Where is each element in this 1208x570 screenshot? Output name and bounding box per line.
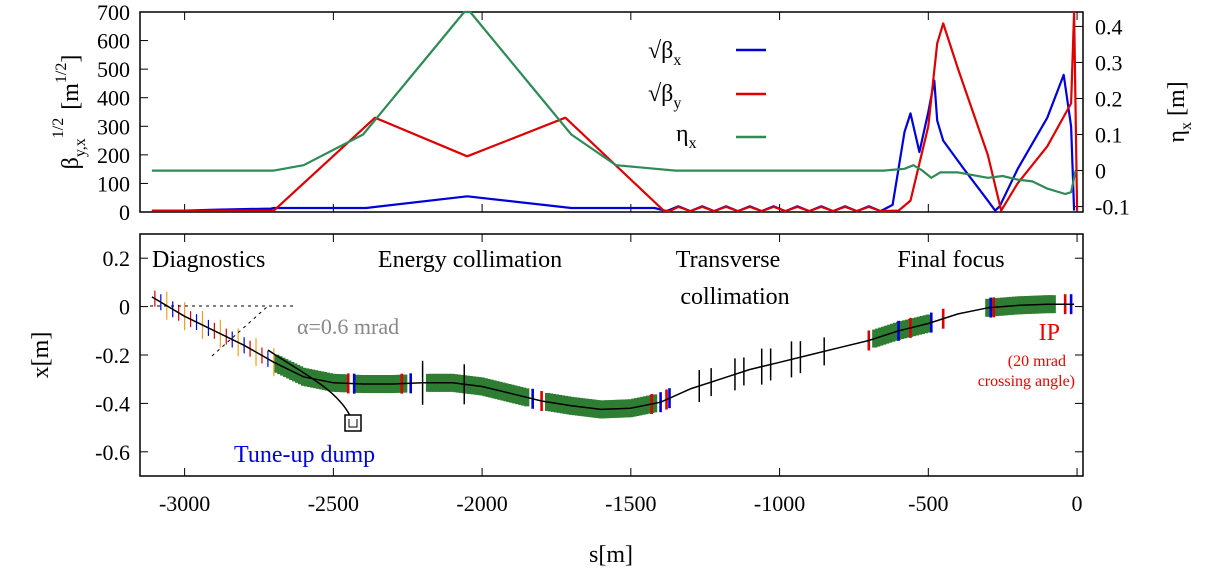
tick-label: 700 [97, 0, 130, 25]
dump-line [267, 349, 353, 421]
tick-label: 0 [119, 200, 130, 225]
tick-label: -0.4 [95, 391, 130, 416]
tick-label: -500 [908, 491, 948, 516]
top-x-ticks [184, 12, 1078, 212]
orbit-series [151, 296, 1075, 411]
ip-label: IP [1039, 320, 1060, 346]
legend-label-betay: √βy [648, 81, 681, 112]
angle-annotation: α=0.6 mrad [150, 305, 399, 357]
beamline-elements [154, 290, 1073, 419]
legend: √βx √βy ηx [648, 38, 766, 152]
tick-label: 100 [97, 171, 130, 196]
eta-x-line [151, 10, 1077, 196]
tick-label: -1500 [605, 491, 656, 516]
tick-label: -3000 [159, 491, 210, 516]
bottom-ylabel: x[m] [28, 332, 54, 379]
tick-label: 400 [97, 86, 130, 111]
ip-note-line1: (20 mrad [1008, 353, 1066, 370]
tick-label: -1000 [754, 491, 805, 516]
dump-label: Tune-up dump [234, 442, 375, 468]
tick-label: 200 [97, 143, 130, 168]
tick-label: 0 [1095, 159, 1106, 184]
top-plot-frame [139, 11, 1084, 213]
tick-label: 0 [119, 295, 130, 320]
tick-label: 0.2 [1095, 86, 1123, 111]
tick-label: 0.3 [1095, 50, 1123, 75]
beta-y-line [151, 10, 1079, 213]
tick-label: 300 [97, 114, 130, 139]
angle-label: α=0.6 mrad [297, 314, 399, 339]
bottom-y-ticks: 0.2 0 -0.2 -0.4 -0.6 [95, 246, 1083, 465]
section-collimation: collimation [680, 284, 789, 310]
dump-icon-inner [348, 419, 358, 428]
tick-label: -2000 [456, 491, 507, 516]
tick-label: -0.6 [95, 440, 130, 465]
top-right-ticks: -0.1 0 0.1 0.2 0.3 0.4 [1075, 14, 1130, 220]
section-final-focus: Final focus [897, 247, 1004, 273]
orbit-line [151, 296, 1075, 411]
beta-x-line [151, 73, 1076, 213]
ip-note-line2: crossing angle) [978, 373, 1075, 390]
tick-label: 0.4 [1095, 14, 1123, 39]
section-energy-collimation: Energy collimation [378, 247, 562, 273]
tick-label: 500 [97, 57, 130, 82]
optics-series [151, 10, 1079, 213]
top-ylabel: βy,x1/2[m1/2] [50, 55, 89, 170]
tick-label: 0.2 [103, 246, 131, 271]
tick-label: -0.1 [1095, 195, 1130, 220]
orbit-panel: 0.2 0 -0.2 -0.4 -0.6 -3000 -2500 -2000 -1500 -10… [28, 233, 1084, 568]
tick-label: 0 [1072, 491, 1083, 516]
tick-label: -2500 [308, 491, 359, 516]
tick-label: 600 [97, 29, 130, 54]
section-transverse: Transverse [676, 247, 780, 273]
tune-up-dump: Tune-up dump [234, 349, 375, 468]
tick-label: -0.2 [95, 343, 130, 368]
angle-ray-line [211, 305, 269, 357]
bottom-x-ticks: -3000 -2500 -2000 -1500 -1000 -500 0 [159, 234, 1083, 516]
top-left-ticks: 0 100 200 300 400 500 600 700 [97, 0, 148, 225]
bottom-xlabel: s[m] [589, 542, 633, 568]
tick-label: 0.1 [1095, 123, 1123, 148]
legend-label-betax: √βx [648, 38, 681, 69]
top-y2label: ηx[m] [1164, 81, 1195, 142]
optics-panel: 0 100 200 300 400 500 600 700 -0.1 0 0.1 0.2 0.3 0.4… [50, 0, 1195, 225]
ip-annotation: IP (20 mrad crossing angle) [978, 320, 1075, 390]
legend-label-etax: ηx [676, 121, 697, 152]
section-diagnostics: Diagnostics [152, 247, 265, 273]
dump-icon [344, 414, 362, 432]
